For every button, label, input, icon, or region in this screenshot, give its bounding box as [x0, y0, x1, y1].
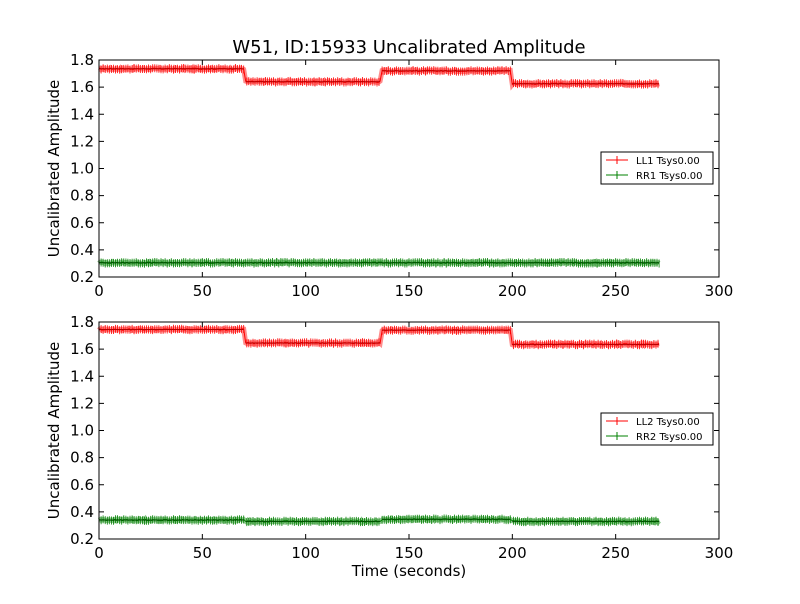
- legend-box: [600, 412, 714, 446]
- y-tick-label: 1.4: [70, 105, 94, 123]
- y-tick-label: 1.0: [70, 160, 94, 178]
- y-tick-label: 1.6: [70, 78, 94, 96]
- x-tick-label: 0: [94, 282, 104, 300]
- legend-label: LL2 Tsys0.00: [636, 417, 700, 428]
- x-tick-label: 300: [705, 544, 734, 562]
- x-tick-label: 50: [193, 544, 212, 562]
- y-tick-label: 1.2: [70, 132, 94, 150]
- series-median: [99, 518, 660, 522]
- x-tick-label: 0: [94, 544, 104, 562]
- subplot-top: 0 50 100 150 200 250 300 0.2 0.4 0.6 0.8 1.0 1.2 1.4 1…: [45, 51, 733, 300]
- series-ll1: [98, 63, 660, 91]
- x-tick-label: 200: [498, 544, 527, 562]
- x-tick-label: 150: [395, 282, 424, 300]
- y-tick-label: 1.8: [70, 51, 94, 69]
- x-tick-label: 250: [601, 282, 630, 300]
- x-tick-label: 200: [498, 282, 527, 300]
- series-median: [99, 329, 660, 345]
- y-axis-label: Uncalibrated Amplitude: [45, 80, 63, 257]
- legend-box: [600, 151, 714, 185]
- legend-label: LL1 Tsys0.00: [636, 156, 700, 167]
- series-median: [99, 68, 660, 85]
- y-tick-label: 0.2: [70, 268, 94, 286]
- y-tick-label: 0.8: [70, 187, 94, 205]
- legend-label: RR2 Tsys0.00: [636, 432, 703, 443]
- legend-label: RR1 Tsys0.00: [636, 171, 703, 182]
- x-tick-label: 50: [193, 282, 212, 300]
- y-tick-label: 0.8: [70, 449, 94, 467]
- series-rr2: [97, 514, 661, 527]
- x-tick-label: 250: [601, 544, 630, 562]
- y-tick-label: 1.4: [70, 367, 94, 385]
- y-tick-label: 0.2: [70, 530, 94, 548]
- x-tick-label: 150: [395, 544, 424, 562]
- x-tick-label: 100: [291, 544, 320, 562]
- y-tick-label: 1.2: [70, 394, 94, 412]
- series-rr1: [97, 257, 661, 268]
- y-tick-label: 0.6: [70, 214, 94, 232]
- y-tick-label: 1.6: [70, 340, 94, 358]
- y-tick-label: 0.4: [70, 241, 94, 259]
- y-tick-label: 0.6: [70, 476, 94, 494]
- y-axis-label: Uncalibrated Amplitude: [45, 342, 63, 519]
- chart-title: W51, ID:15933 Uncalibrated Amplitude: [232, 37, 585, 58]
- y-tick-label: 1.8: [70, 313, 94, 331]
- y-tick-label: 1.0: [70, 422, 94, 440]
- y-tick-label: 0.4: [70, 503, 94, 521]
- series-ll2: [97, 324, 660, 350]
- x-axis-label: Time (seconds): [351, 562, 467, 580]
- x-tick-label: 100: [291, 282, 320, 300]
- legend: LL2 Tsys0.00 RR2 Tsys0.00: [600, 412, 714, 446]
- x-tick-label: 300: [705, 282, 734, 300]
- subplot-bottom: 0 50 100 150 200 250 300 0.2 0.4 0.6 0.8 1.0 1.2 1.4 1…: [45, 313, 733, 562]
- legend: LL1 Tsys0.00 RR1 Tsys0.00: [600, 151, 714, 185]
